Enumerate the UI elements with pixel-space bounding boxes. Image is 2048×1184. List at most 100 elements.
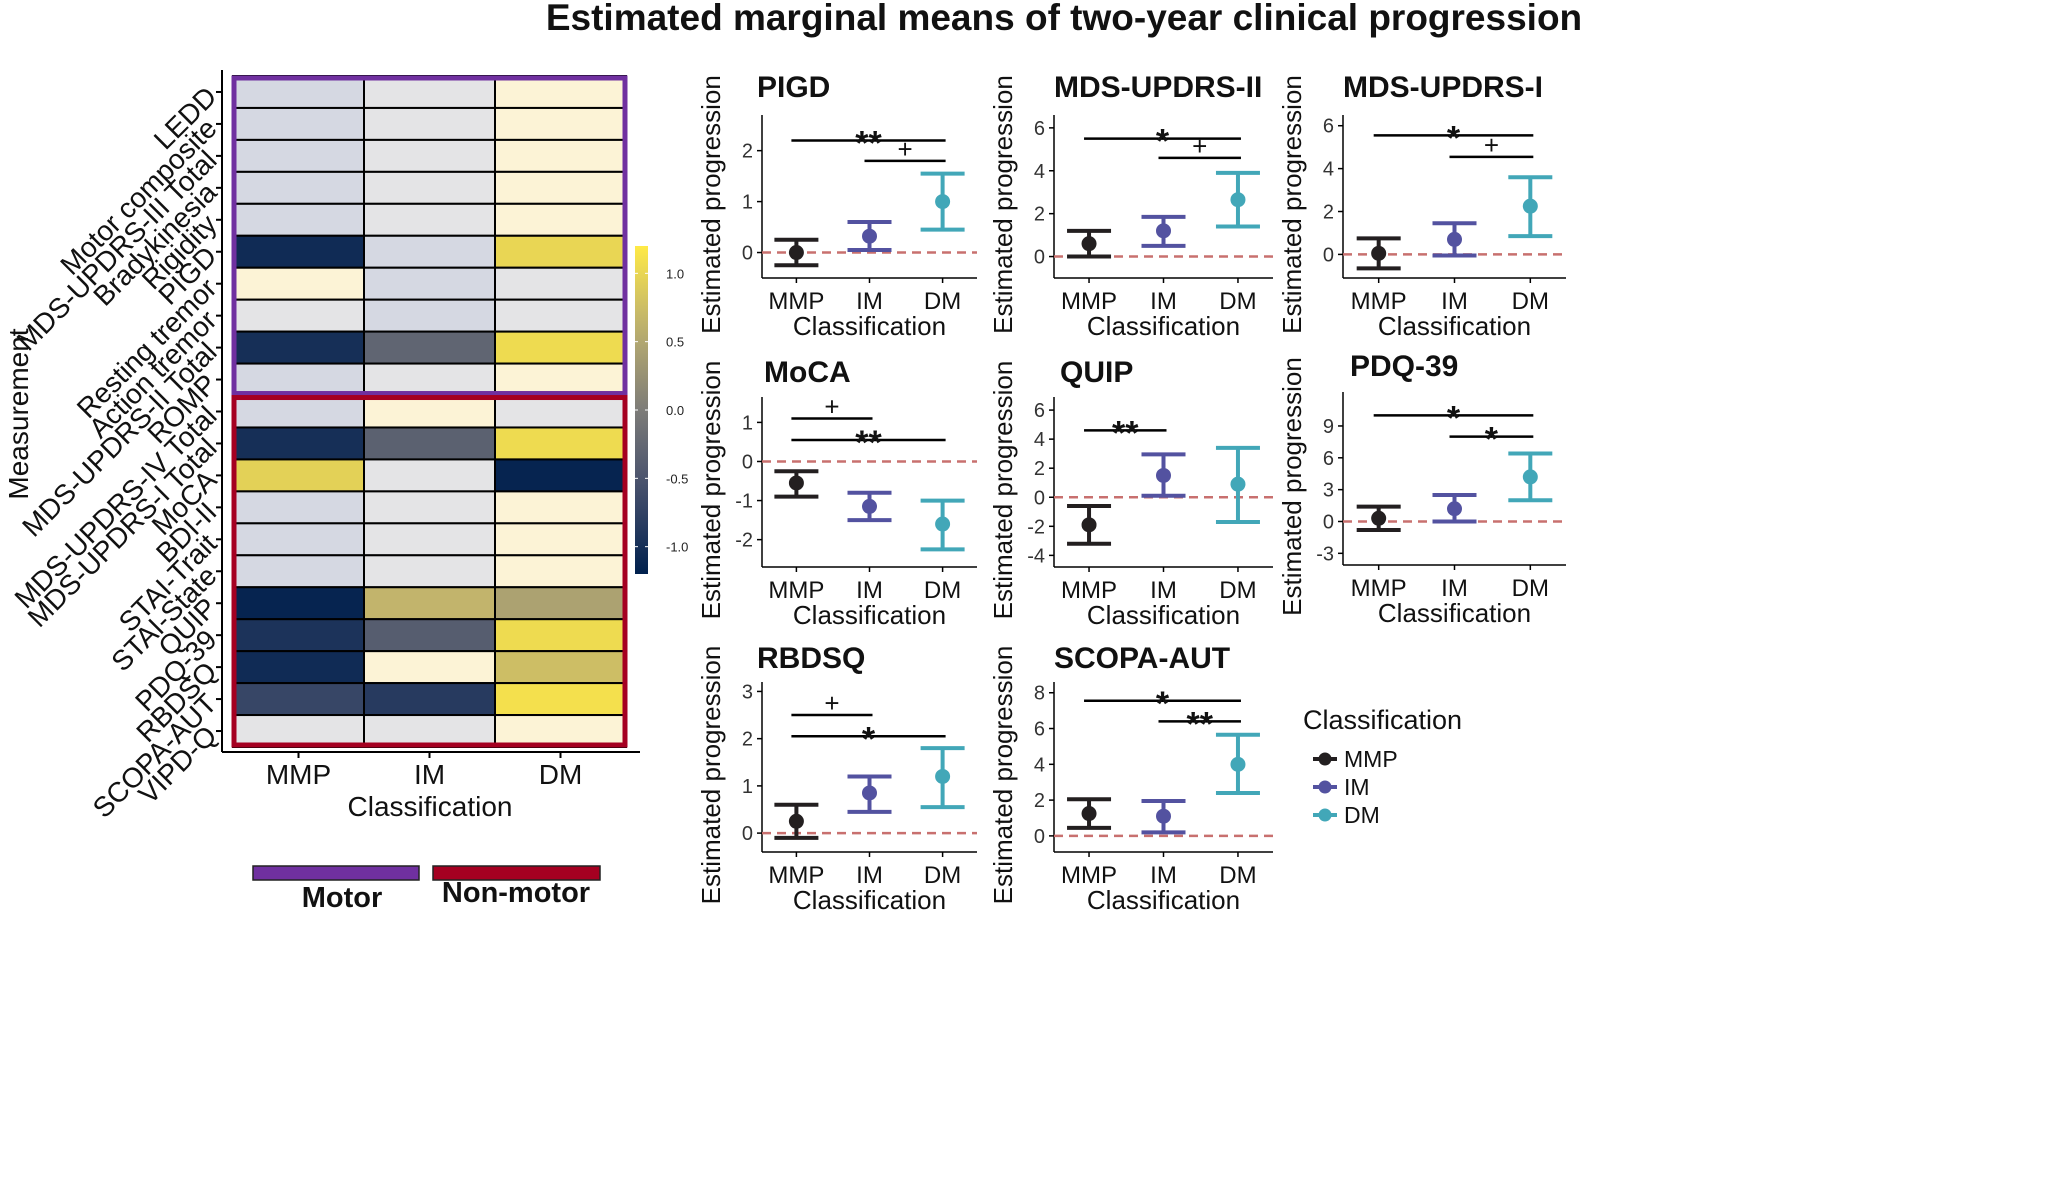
panel-y-tick-label: 1 [742,192,753,214]
panel-x-title: Classification [793,311,946,341]
panel-y-title: Estimated progression [988,361,1018,620]
significance-label: ** [1112,414,1139,452]
panel-x-tick-label: DM [924,288,961,315]
heatmap-cell [232,170,365,205]
legend-marker-mmp [1318,752,1332,766]
heatmap-cell [494,682,627,717]
mean-point-dm [935,516,951,532]
significance-label: + [897,134,912,164]
panel-y-tick-label: 0 [1323,511,1334,533]
heatmap-cell [232,586,365,621]
panel-y-title: Estimated progression [696,361,726,620]
panel-y-tick-label: 8 [1034,683,1045,705]
heatmap-cell [363,554,496,589]
panel-y-tick-label: 6 [1323,116,1334,138]
panel-y-tick-label: 3 [1323,480,1334,502]
panel-y-tick-label: 0 [742,451,753,473]
mean-point-dm [935,194,951,210]
heatmap-cell [494,618,627,653]
panel-y-tick-label: 0 [742,823,753,845]
mean-point-mmp [1371,245,1387,261]
panel-quip: QUIP -4 -2 0 2 4 6 MMP IM DM ** Classification Estim… [988,356,1273,630]
mean-point-im [1447,231,1462,247]
panel-x-tick-label: IM [856,288,883,315]
heatmap-cell [494,138,627,173]
mean-point-im [1156,467,1171,483]
heatmap-cell [494,106,627,141]
heatmap-cell [494,554,627,589]
significance-label: + [1192,131,1207,161]
panel-y-tick-label: 2 [1034,458,1045,480]
heatmap-cell [494,394,627,429]
heatmap-cell [363,330,496,365]
panel-y-title: Estimated progression [1277,75,1307,334]
heatmap-cell [494,650,627,685]
mean-point-im [862,785,877,801]
panel-y-title: Estimated progression [988,75,1018,334]
mean-point-dm [1230,476,1246,492]
motor-group-label: Motor [302,882,383,914]
panel-y-tick-label: 6 [1034,400,1045,422]
heatmap-cell [494,586,627,621]
panel-y-tick-label: 1 [742,412,753,434]
mean-point-im [862,498,877,514]
panel-x-title: Classification [1378,311,1531,341]
panel-y-tick-label: 4 [1034,754,1045,776]
panel-title: MoCA [764,356,851,389]
panel-x-tick-label: IM [856,862,883,889]
heatmap-cell [494,298,627,333]
significance-label: * [1447,119,1461,157]
heatmap-cell [494,202,627,237]
panel-x-tick-label: MMP [768,577,824,604]
mean-point-dm [1230,192,1246,208]
panel-moca: MoCA -2 -1 0 1 MMP IM DM + ** Classification Estima… [696,356,977,630]
heatmap-cell [232,458,365,493]
heatmap-cell [363,650,496,685]
heatmap-cell [363,490,496,525]
panel-pdq-39: PDQ-39 -3 0 3 6 9 MMP IM DM * * Classification Estim… [1277,350,1566,628]
colorbar-tick-label: -1.0 [666,540,688,555]
panel-title: PIGD [757,71,830,104]
panel-y-tick-label: 9 [1323,416,1334,438]
panel-x-tick-label: IM [1150,288,1177,315]
mean-point-dm [1522,198,1538,214]
panel-y-title: Estimated progression [1277,357,1307,616]
heatmap-cell [363,138,496,173]
heatmap-cell [363,394,496,429]
colorbar-tick-label: 0.5 [666,335,684,350]
legend-marker-dm [1318,808,1332,822]
mean-point-mmp [1081,517,1097,533]
panel-y-tick-label: 1 [742,776,753,798]
mean-point-mmp [1371,510,1387,526]
significance-label: + [824,391,839,421]
heatmap-cell [363,426,496,461]
heatmap-cell [232,266,365,301]
panel-y-tick-label: 6 [1034,719,1045,741]
panel-x-tick-label: DM [1512,575,1549,602]
panel-x-tick-label: IM [1150,862,1177,889]
panel-x-tick-label: DM [1219,862,1256,889]
panel-x-tick-label: IM [856,577,883,604]
heatmap-cell [494,522,627,557]
panel-y-tick-label: 4 [1034,429,1045,451]
panel-y-tick-label: -2 [1027,516,1045,538]
heatmap-cell [494,170,627,205]
heatmap-cell [494,714,627,748]
heatmap-cell [363,618,496,653]
significance-label: ** [855,424,882,462]
heatmap-cell [494,426,627,461]
significance-label: ** [855,124,882,162]
panel-title: PDQ-39 [1350,350,1458,383]
heatmap-cell [232,330,365,365]
panel-x-tick-label: IM [1150,577,1177,604]
mean-point-dm [1522,469,1538,485]
panel-x-title: Classification [1087,311,1240,341]
legend-title: Classification [1303,705,1462,735]
panel-y-tick-label: 2 [1323,202,1334,224]
heatmap-cell [494,330,627,365]
panel-x-tick-label: DM [1219,288,1256,315]
